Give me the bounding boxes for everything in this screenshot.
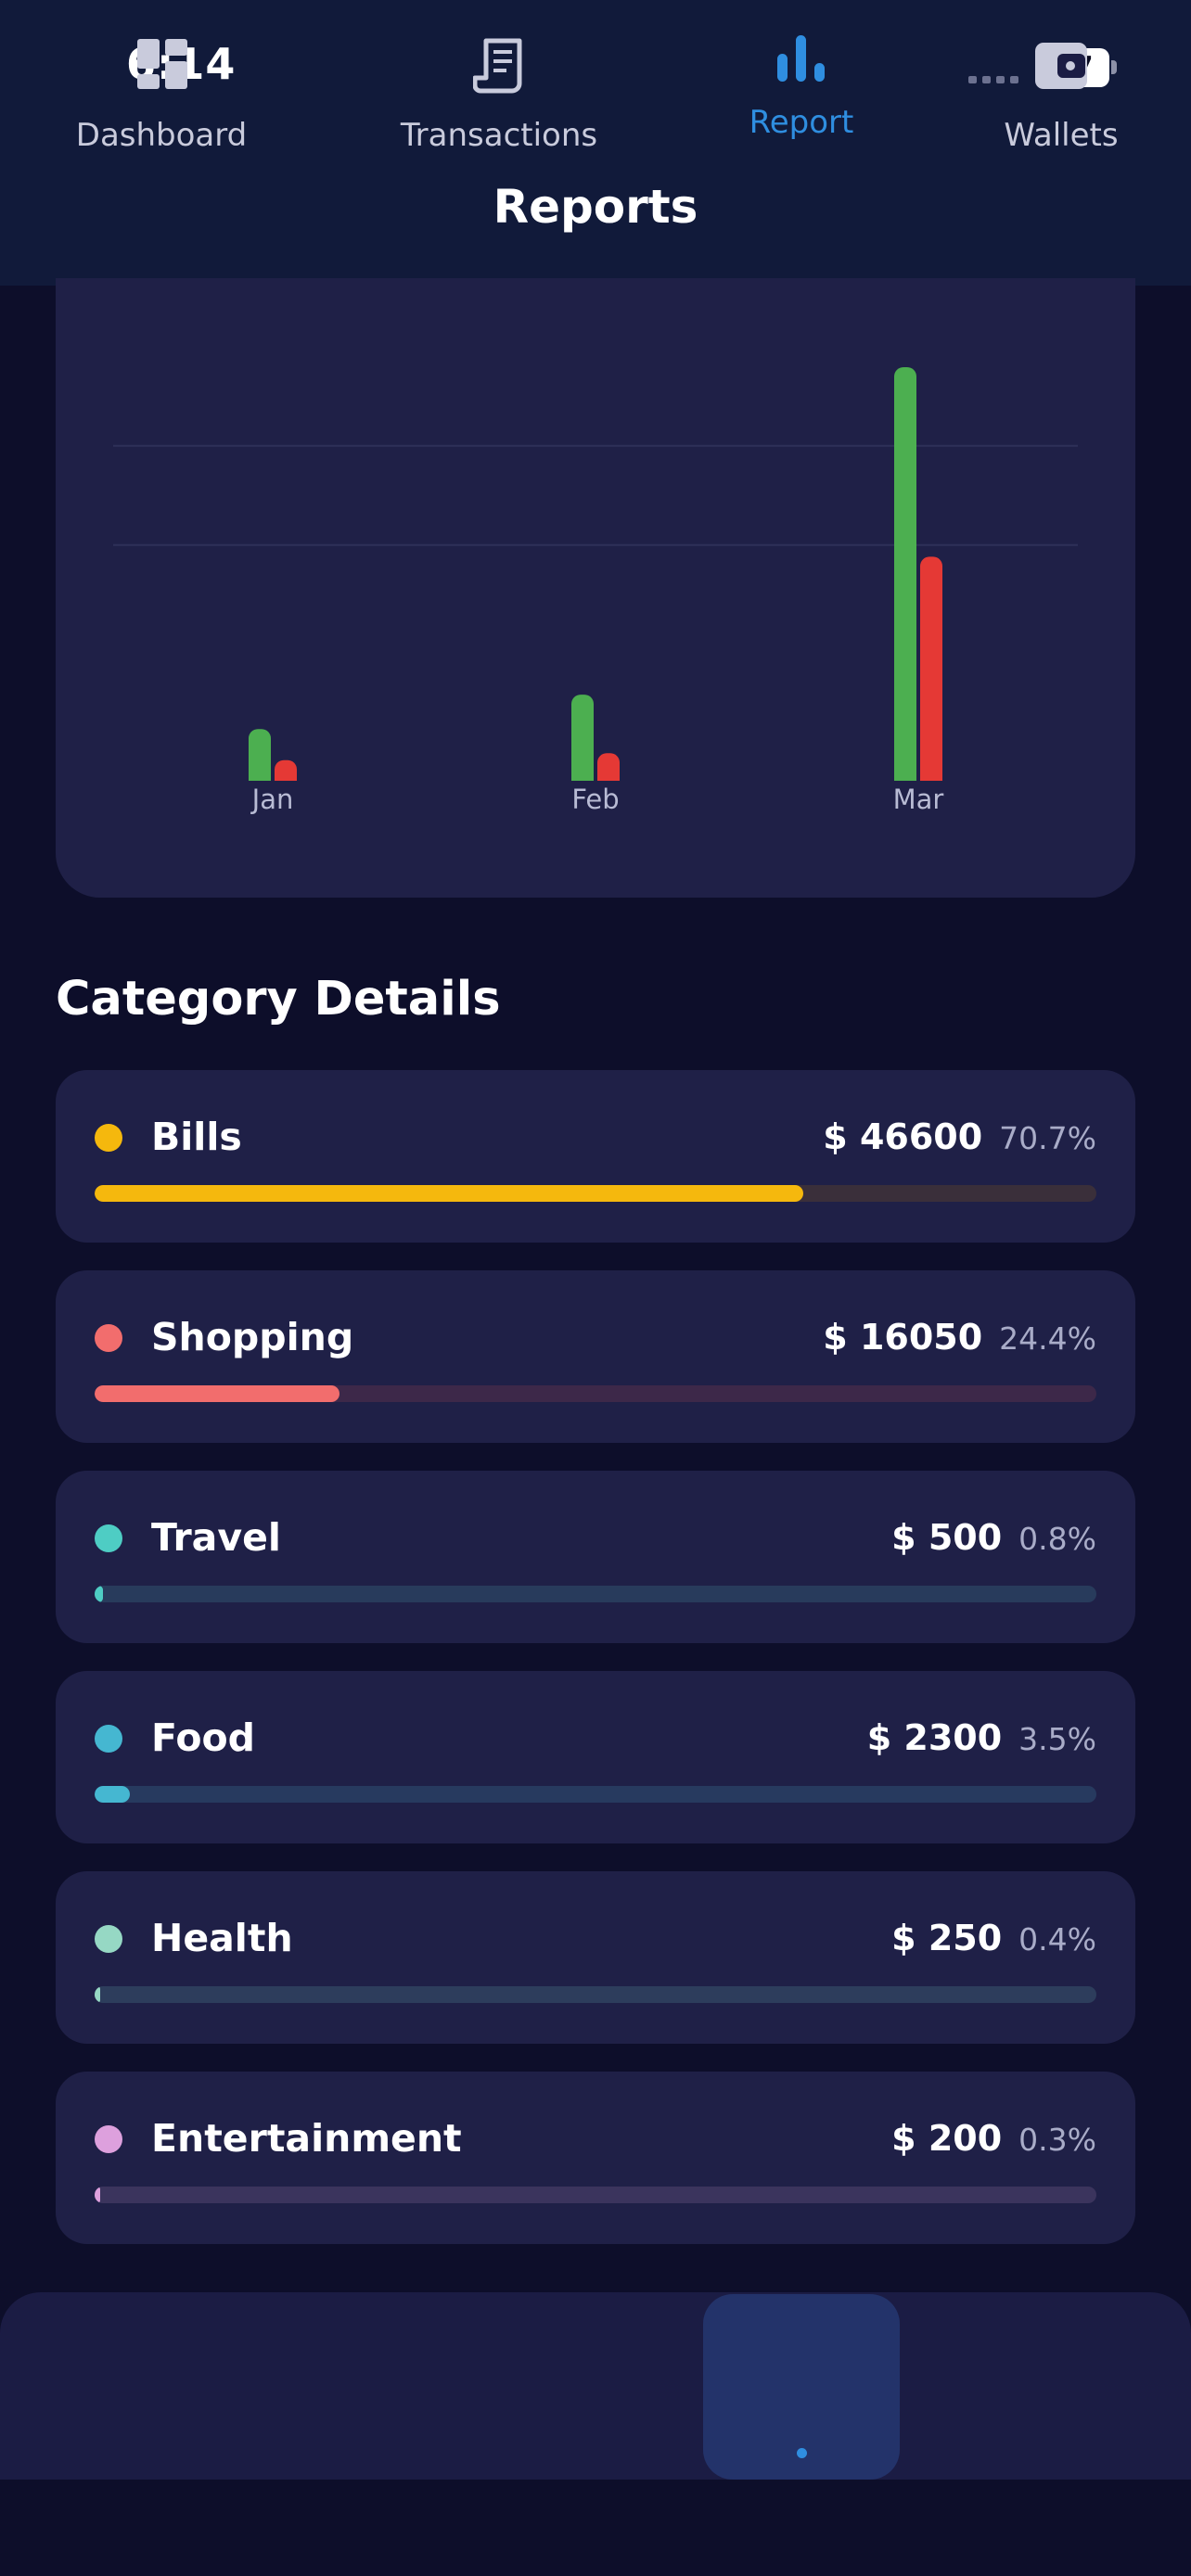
category-name: Travel: [151, 1515, 281, 1560]
category-card[interactable]: Entertainment $ 200 0.3%: [56, 2072, 1135, 2244]
category-dot: [95, 1124, 122, 1152]
category-card[interactable]: Shopping $ 16050 24.4%: [56, 1270, 1135, 1443]
category-name: Bills: [151, 1115, 242, 1159]
category-dot: [95, 2125, 122, 2153]
dashboard-icon: [137, 39, 187, 89]
category-progress-track: [95, 2187, 1096, 2203]
category-progress-track: [95, 1586, 1096, 1602]
battery-tip: [1111, 60, 1117, 74]
nav-label-report: Report: [749, 104, 854, 141]
category-card[interactable]: Health $ 250 0.4%: [56, 1871, 1135, 2044]
bar-chart-icon: [777, 35, 825, 82]
category-percent: 0.4%: [1018, 1921, 1096, 1958]
chart-x-label: Feb: [571, 784, 619, 815]
category-amount: $ 500: [891, 1517, 1003, 1558]
chart-bar-jan-0: [249, 729, 271, 781]
chart-bar-feb-0: [571, 695, 594, 781]
active-indicator-dot: [797, 2448, 807, 2458]
nav-label-transactions: Transactions: [400, 117, 598, 154]
nav-label-wallets: Wallets: [1004, 117, 1119, 154]
wallet-icon: [1035, 43, 1087, 89]
nav-item-wallets[interactable]: Wallets: [985, 0, 1137, 187]
nav-item-transactions[interactable]: Transactions: [388, 0, 610, 187]
monthly-bar-chart: Jan Feb Mar: [113, 367, 1078, 815]
chart-x-label: Mar: [893, 784, 944, 815]
chart-bar-mar-0: [894, 367, 916, 781]
category-name: Health: [151, 1916, 293, 1960]
category-name: Entertainment: [151, 2116, 462, 2161]
category-percent: 0.3%: [1018, 2122, 1096, 2158]
category-name: Food: [151, 1715, 256, 1760]
category-percent: 3.5%: [1018, 1721, 1096, 1757]
category-progress-fill: [95, 1786, 130, 1803]
section-title: Category Details: [56, 972, 501, 1027]
chart-x-label: Jan: [250, 784, 294, 815]
category-progress-fill: [95, 1986, 101, 2003]
category-dot: [95, 1725, 122, 1753]
category-amount: $ 200: [891, 2118, 1003, 2159]
chart-bar-base: [571, 770, 594, 781]
receipt-icon: [473, 38, 522, 94]
category-progress-fill: [95, 1586, 103, 1602]
category-progress-fill: [95, 1185, 803, 1202]
category-amount: $ 16050: [823, 1317, 983, 1358]
category-progress-track: [95, 1385, 1096, 1402]
nav-label-dashboard: Dashboard: [75, 117, 248, 154]
signal-icon: [968, 76, 1022, 83]
bottom-nav: [0, 2292, 1191, 2480]
nav-item-dashboard[interactable]: Dashboard: [59, 0, 263, 187]
category-progress-track: [95, 1986, 1096, 2003]
category-card[interactable]: Bills $ 46600 70.7%: [56, 1070, 1135, 1243]
page-title: Reports: [493, 180, 698, 234]
category-card[interactable]: Food $ 2300 3.5%: [56, 1671, 1135, 1843]
category-card[interactable]: Travel $ 500 0.8%: [56, 1471, 1135, 1643]
category-percent: 0.8%: [1018, 1521, 1096, 1557]
category-amount: $ 250: [891, 1918, 1003, 1958]
category-name: Shopping: [151, 1315, 354, 1359]
chart-bar-base: [249, 770, 271, 781]
category-dot: [95, 1324, 122, 1352]
chart-bar-base: [894, 770, 916, 781]
category-percent: 24.4%: [999, 1320, 1096, 1357]
category-progress-track: [95, 1185, 1096, 1202]
chart-bar-base: [920, 770, 942, 781]
header-bar: [0, 111, 1191, 286]
category-progress-fill: [95, 2187, 101, 2203]
category-progress-track: [95, 1786, 1096, 1803]
category-dot: [95, 1524, 122, 1552]
chart-bar-base: [275, 770, 297, 781]
category-amount: $ 46600: [823, 1116, 983, 1157]
category-dot: [95, 1925, 122, 1953]
chart-bar-mar-1: [920, 556, 942, 781]
nav-item-report[interactable]: Report: [703, 0, 900, 187]
chart-card: Jan Feb Mar: [56, 278, 1135, 898]
category-amount: $ 2300: [866, 1717, 1003, 1758]
category-percent: 70.7%: [999, 1120, 1096, 1156]
category-progress-fill: [95, 1385, 339, 1402]
chart-bar-base: [597, 770, 620, 781]
